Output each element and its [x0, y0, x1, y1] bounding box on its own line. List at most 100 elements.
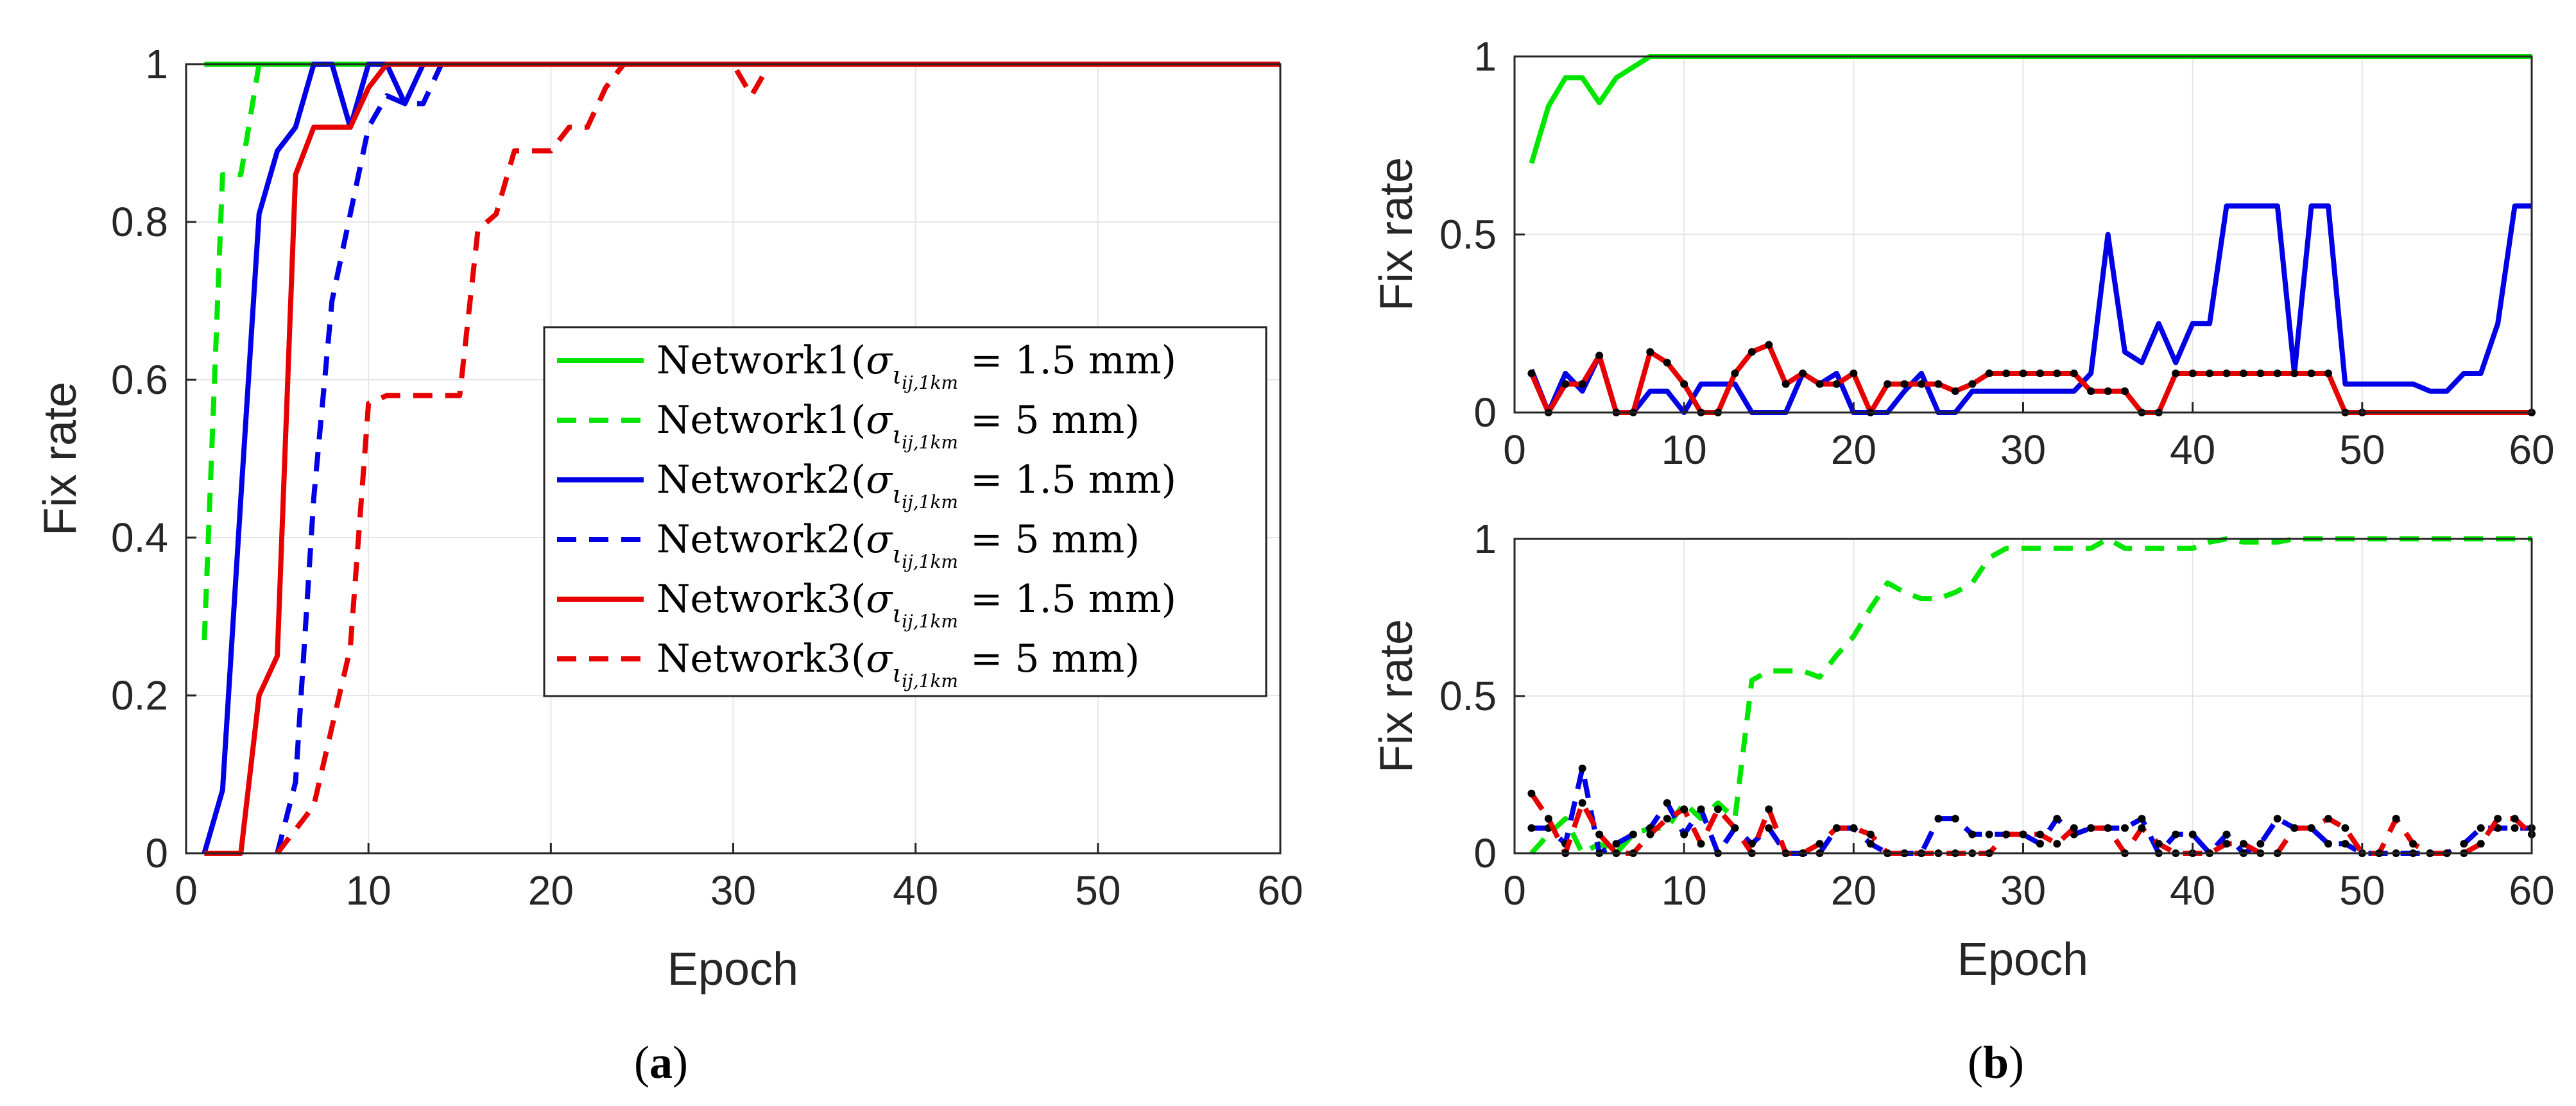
data-point — [1578, 380, 1586, 388]
data-point — [2222, 369, 2231, 377]
chart-b-bottom-xticks: 0 10 20 30 40 50 60 — [1503, 843, 2555, 914]
data-point — [2307, 369, 2315, 377]
data-point — [2256, 840, 2265, 848]
x-tick-label: 60 — [2509, 867, 2554, 914]
data-point — [2239, 369, 2247, 377]
chart-a-ylabel: Fix rate — [35, 382, 86, 536]
data-point — [1561, 380, 1570, 388]
data-point — [1765, 805, 1773, 813]
data-point — [1765, 824, 1773, 832]
data-point — [1866, 840, 1875, 848]
data-point — [1595, 352, 1604, 360]
data-point — [2053, 840, 2061, 848]
data-point — [2324, 840, 2332, 848]
data-point — [2477, 840, 2485, 848]
data-point — [1629, 830, 1637, 838]
data-point — [1527, 369, 1536, 377]
data-point — [2036, 840, 2044, 848]
data-point — [1765, 341, 1773, 349]
data-point — [1799, 369, 1807, 377]
data-point — [1527, 789, 1536, 797]
data-point — [1816, 840, 1824, 848]
chart-a: 0 10 20 30 40 50 60 0 0.2 0.4 0.6 0.8 1 Epoch Fix r… — [35, 41, 1303, 995]
x-tick-label: 40 — [2170, 867, 2215, 914]
x-tick-label: 0 — [1503, 867, 1526, 914]
data-point — [1697, 805, 1705, 813]
data-point — [1747, 348, 1756, 356]
data-point — [2053, 815, 2061, 823]
chart-a-xticks: 0 10 20 30 40 50 60 — [175, 843, 1303, 914]
series-line-network2-5-mm--dashed — [1531, 765, 2532, 856]
data-point — [2070, 824, 2078, 832]
data-point — [1816, 380, 1824, 388]
data-point — [1714, 805, 1722, 813]
data-point — [2511, 824, 2519, 832]
x-tick-label: 30 — [2000, 867, 2046, 914]
x-tick-label: 0 — [1503, 427, 1526, 473]
y-tick-label: 0.5 — [1439, 673, 1497, 719]
chart-b-top-xticks: 0 10 20 30 40 50 60 — [1503, 402, 2555, 473]
data-point — [1968, 380, 1977, 388]
chart-b-bottom-ylabel: Fix rate — [1371, 619, 1422, 773]
data-point — [2087, 824, 2095, 832]
y-tick-label: 1 — [145, 41, 168, 87]
chart-b-bottom-series — [1527, 536, 2536, 857]
series-line-network1-5-mm--dashed — [1529, 536, 2532, 856]
series-line-network1-1-5-mm--solid — [1529, 54, 2532, 164]
chart-a-xlabel: Epoch — [667, 944, 798, 995]
data-point — [1884, 380, 1892, 388]
x-tick-label: 20 — [1831, 427, 1876, 473]
data-point — [2154, 840, 2163, 848]
legend-entry: Network1(σιij,1km = 1.5 mm) — [657, 338, 1176, 393]
data-point — [1646, 348, 1654, 356]
data-point — [2273, 369, 2281, 377]
data-point — [2290, 824, 2299, 832]
y-tick-label: 0.4 — [111, 515, 168, 561]
data-point — [1968, 830, 1977, 838]
x-tick-label: 0 — [175, 867, 198, 914]
data-point — [1731, 369, 1739, 377]
data-point — [2019, 830, 2027, 838]
x-tick-label: 40 — [2170, 427, 2215, 473]
legend-entry: Network2(σιij,1km = 1.5 mm) — [657, 457, 1176, 513]
data-point — [1595, 830, 1604, 838]
chart-b-top: 0 10 20 30 40 50 60 00.51 Fix rate — [1371, 33, 2555, 473]
series-line-network3-dashed — [275, 62, 1280, 855]
data-point — [1612, 840, 1620, 848]
data-point — [1782, 380, 1790, 388]
data-point — [2036, 369, 2044, 377]
data-point — [2307, 824, 2315, 832]
data-point — [1850, 369, 1858, 377]
data-point — [2341, 824, 2349, 832]
data-point — [1578, 799, 1586, 807]
x-tick-label: 60 — [2509, 427, 2554, 473]
data-point — [1951, 815, 1959, 823]
x-tick-label: 30 — [710, 867, 756, 914]
data-point — [2172, 830, 2180, 838]
data-point — [2070, 369, 2078, 377]
legend-entry: Network1(σιij,1km = 5 mm) — [657, 398, 1140, 453]
data-point — [2273, 815, 2281, 823]
data-point — [2121, 824, 2129, 832]
data-point — [2104, 387, 2112, 395]
data-point — [2494, 815, 2502, 823]
data-point — [1680, 380, 1688, 388]
x-tick-label: 60 — [1257, 867, 1303, 914]
y-tick-label: 0.8 — [111, 199, 168, 245]
data-point — [2188, 369, 2197, 377]
y-tick-label: 1 — [1473, 33, 1497, 80]
data-point — [1832, 380, 1841, 388]
data-point — [1866, 830, 1875, 838]
x-tick-label: 50 — [2339, 427, 2385, 473]
data-point — [1663, 799, 1671, 807]
y-tick-label: 0.5 — [1439, 212, 1497, 258]
legend-entry: Network3(σιij,1km = 1.5 mm) — [657, 577, 1176, 632]
data-point — [2002, 830, 2011, 838]
chart-a-legend: Network1(σιij,1km = 1.5 mm)Network1(σιij… — [543, 326, 1267, 697]
chart-b-top-ylabel: Fix rate — [1371, 157, 1422, 311]
caption-a: (a) — [634, 1037, 688, 1088]
chart-a-yticks: 0 0.2 0.4 0.6 0.8 1 — [111, 41, 196, 876]
data-point — [1934, 380, 1943, 388]
data-point — [1951, 387, 1959, 395]
